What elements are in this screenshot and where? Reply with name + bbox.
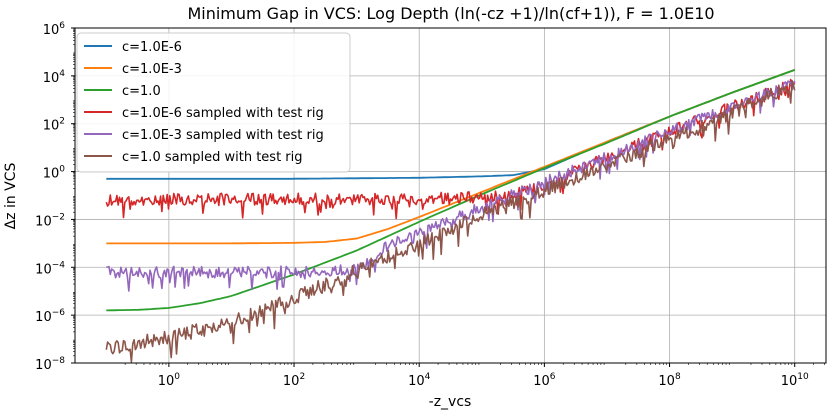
series-layer — [105, 69, 796, 363]
x-tick-label: 100 — [158, 372, 181, 389]
y-tick-label: 106 — [43, 21, 66, 38]
x-tick-label: 106 — [533, 372, 556, 389]
series-line-3 — [106, 69, 795, 312]
x-axis-label: -z_vcs — [429, 394, 472, 410]
x-axis-ticks: 100 102 104 106 108 1010 — [124, 363, 825, 389]
y-tick-label: 10−8 — [35, 356, 65, 373]
legend: c=1.0E-6 c=1.0E-3 c=1.0 c=1.0E-6 sampled wi… — [76, 32, 351, 173]
y-tick-label: 100 — [43, 165, 66, 182]
legend-label-3: c=1.0 — [122, 84, 161, 99]
legend-box — [76, 32, 351, 173]
x-tick-label: 1010 — [781, 372, 809, 389]
chart-title: Minimum Gap in VCS: Log Depth (ln(-cz +1… — [187, 4, 714, 23]
series-line-5 — [106, 80, 796, 292]
x-tick-label: 108 — [658, 372, 681, 389]
legend-label-1: c=1.0E-6 — [122, 40, 182, 55]
legend-label-2: c=1.0E-3 — [122, 62, 182, 77]
y-tick-label: 10−4 — [35, 260, 65, 277]
legend-label-4: c=1.0E-6 sampled with test rig — [122, 106, 324, 121]
y-tick-label: 104 — [43, 69, 66, 86]
plot-frame — [74, 27, 827, 364]
y-axis-label: Δz in VCS — [3, 162, 19, 229]
legend-label-5: c=1.0E-3 sampled with test rig — [122, 128, 324, 143]
y-tick-label: 102 — [43, 117, 65, 134]
y-tick-label: 10−6 — [35, 308, 65, 325]
y-axis-ticks: 106 104 102 100 10−2 10−4 10−6 10−8 — [35, 21, 75, 373]
x-tick-label: 102 — [283, 372, 305, 389]
series-line-4 — [105, 78, 796, 220]
legend-label-6: c=1.0 sampled with test rig — [122, 150, 303, 165]
x-tick-label: 104 — [408, 372, 431, 389]
series-line-6 — [105, 79, 796, 363]
y-tick-label: 10−2 — [35, 212, 65, 229]
